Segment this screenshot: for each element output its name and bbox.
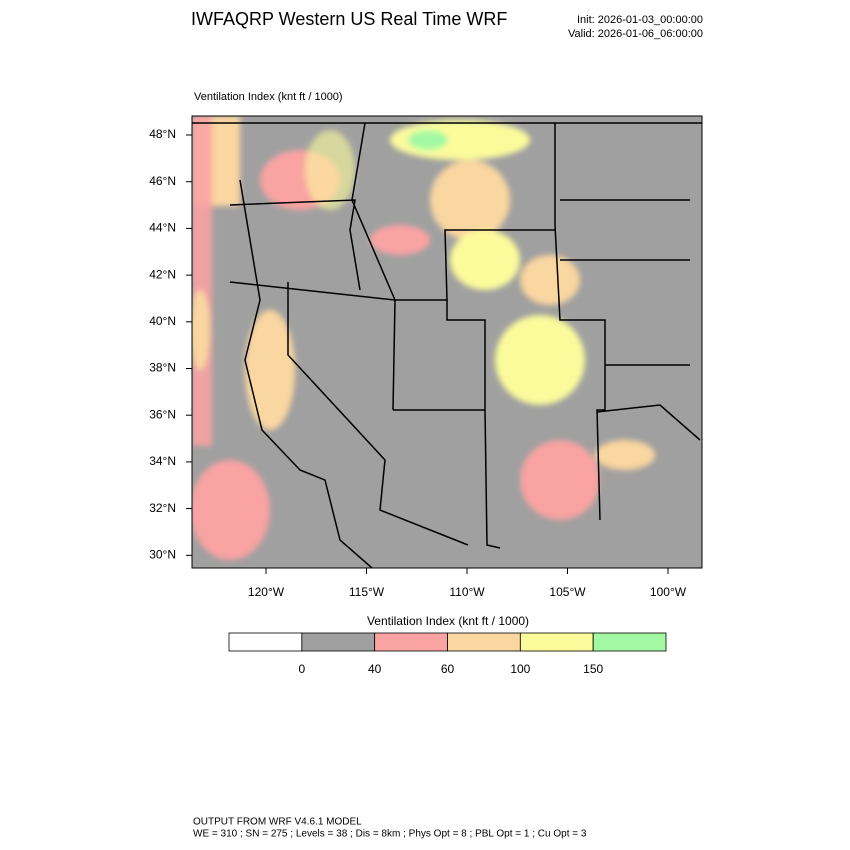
colorbar-label: 60 — [441, 662, 455, 676]
field — [192, 116, 655, 560]
lon-label: 110°W — [449, 585, 485, 599]
colorbar-box — [228, 632, 303, 652]
lon-label: 115°W — [349, 585, 385, 599]
map-frame — [191, 115, 703, 569]
lat-label: 40°N — [149, 314, 176, 328]
footer-line: OUTPUT FROM WRF V4.6.1 MODEL — [193, 817, 362, 828]
lon-label: 105°W — [549, 585, 586, 599]
valid-time: Valid: 2026-01-06_06:00:00 — [568, 28, 703, 40]
lat-label: 38°N — [149, 361, 176, 375]
colorbar-box — [374, 632, 448, 652]
colorbar-box — [519, 632, 594, 652]
lat-label: 34°N — [149, 454, 176, 468]
map — [192, 116, 702, 568]
colorbar-label: 100 — [510, 662, 530, 676]
footer-line: WE = 310 ; SN = 275 ; Levels = 38 ; Dis … — [193, 829, 587, 840]
colorbar-label: 40 — [368, 662, 382, 676]
colorbar-label: 150 — [583, 662, 603, 676]
lon-label: 120°W — [248, 585, 285, 599]
colorbar-label: 0 — [298, 662, 305, 676]
colorbar-box — [592, 632, 667, 652]
lat-label: 36°N — [149, 407, 176, 421]
init-time: Init: 2026-01-03_00:00:00 — [577, 14, 703, 26]
lat-label: 48°N — [149, 127, 176, 141]
map-title: Ventilation Index (knt ft / 1000) — [194, 91, 343, 103]
colorbar-box — [447, 632, 521, 652]
colorbar-title: Ventilation Index (knt ft / 1000) — [367, 614, 529, 628]
borders — [192, 122, 702, 568]
lat-label: 30°N — [149, 547, 176, 561]
title: IWFAQRP Western US Real Time WRF — [191, 9, 507, 29]
lon-label: 100°W — [650, 585, 687, 599]
colorbar-box — [301, 632, 376, 652]
lat-label: 46°N — [149, 174, 176, 188]
lat-label: 32°N — [149, 501, 176, 515]
lat-label: 44°N — [149, 221, 176, 235]
lat-label: 42°N — [149, 267, 176, 281]
